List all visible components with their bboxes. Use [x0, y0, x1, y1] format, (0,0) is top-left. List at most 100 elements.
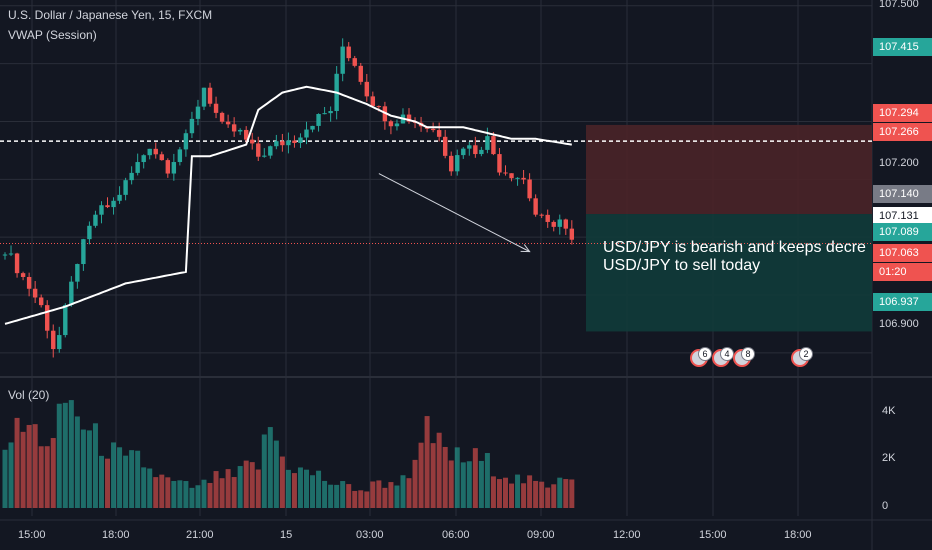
us-flag-event-icon[interactable]: 6 — [690, 347, 712, 367]
volume-bar — [490, 476, 496, 508]
candle-body — [14, 253, 20, 274]
candle-body — [455, 155, 460, 172]
volume-bar — [243, 460, 249, 508]
volume-bar — [159, 474, 165, 508]
volume-bar — [291, 473, 297, 508]
candle-body — [207, 87, 213, 104]
time-axis-label: 06:00 — [442, 529, 470, 541]
candle-body — [256, 143, 261, 157]
candle-body — [213, 103, 219, 113]
vwap-indicator-label[interactable]: VWAP (Session) — [8, 28, 97, 42]
volume-bar — [430, 443, 436, 508]
volume-bar — [545, 487, 551, 508]
candle-body — [533, 198, 538, 215]
candle-body — [479, 149, 484, 155]
event-count-badge: 2 — [799, 347, 813, 361]
price-axis-label: 107.500 — [873, 0, 932, 13]
volume-bar — [358, 490, 364, 508]
candle-body — [262, 155, 267, 157]
volume-bar — [32, 424, 38, 508]
volume-bar — [448, 460, 454, 508]
price-axis-label: 106.900 — [873, 315, 932, 333]
volume-bar — [98, 455, 104, 508]
volume-bar — [569, 479, 575, 508]
volume-indicator-label[interactable]: Vol (20) — [8, 388, 50, 402]
price-axis-label: 107.089 — [873, 223, 932, 241]
volume-bar — [454, 447, 460, 508]
price-axis-label: 107.266 — [873, 123, 932, 141]
candle-body — [485, 136, 490, 150]
volume-bar — [472, 448, 478, 508]
volume-bar — [14, 417, 20, 508]
candle-body — [557, 219, 562, 227]
volume-bar — [267, 427, 273, 508]
candle-body — [467, 145, 472, 149]
volume-bar — [352, 490, 358, 508]
candle-body — [111, 200, 116, 208]
time-axis-label: 18:00 — [784, 529, 812, 541]
candle-body — [268, 146, 273, 156]
volume-bar — [189, 487, 195, 508]
candle-body — [515, 177, 520, 179]
us-flag-event-icon[interactable]: 8 — [733, 347, 755, 367]
volume-bar — [388, 482, 394, 508]
volume-bar — [478, 460, 484, 508]
candle-body — [292, 140, 297, 143]
volume-bar — [105, 458, 111, 508]
volume-bar — [80, 429, 86, 508]
volume-bar — [38, 446, 44, 508]
candle-body — [394, 123, 400, 127]
candle-body — [406, 114, 412, 122]
candle-body — [87, 225, 92, 240]
volume-bar — [502, 477, 508, 508]
volume-bar — [418, 442, 424, 508]
candle-body — [219, 112, 225, 122]
volume-bar — [177, 480, 183, 508]
time-axis-label: 15:00 — [18, 529, 46, 541]
candle-body — [231, 124, 237, 132]
volume-bar — [304, 469, 309, 508]
price-axis-label: 107.415 — [873, 38, 932, 56]
time-axis-label: 15 — [280, 529, 293, 541]
price-axis-label: 107.140 — [873, 185, 932, 203]
candle-body — [129, 172, 134, 181]
candle-body — [539, 214, 544, 216]
candle-body — [340, 46, 345, 74]
us-flag-event-icon[interactable]: 2 — [791, 347, 813, 367]
price-axis-label: 107.131 — [873, 207, 932, 225]
candle-body — [491, 136, 496, 155]
volume-bar — [539, 481, 545, 508]
candle-body — [63, 304, 68, 336]
trade-note-line-1: USD/JPY is bearish and keeps decre — [603, 239, 866, 256]
volume-bar — [225, 469, 231, 508]
candle-body — [551, 221, 556, 227]
volume-bar — [376, 480, 382, 508]
candle-body — [32, 288, 38, 298]
volume-bar — [255, 469, 261, 508]
candle-body — [153, 148, 158, 155]
volume-bar — [201, 479, 207, 508]
volume-bar — [515, 474, 521, 508]
volume-bar — [273, 440, 279, 508]
volume-bar — [563, 479, 569, 508]
volume-bar — [147, 468, 153, 508]
time-axis-label: 09:00 — [527, 529, 555, 541]
volume-bar — [74, 416, 80, 508]
candle-body — [8, 253, 14, 255]
candle-body — [503, 172, 508, 174]
time-axis-label: 15:00 — [699, 529, 727, 541]
candle-body — [304, 129, 309, 138]
candle-body — [171, 162, 177, 174]
volume-bar — [285, 469, 291, 508]
candle-body — [280, 141, 285, 146]
volume-bar — [382, 487, 388, 508]
volume-bar — [527, 475, 533, 508]
us-flag-event-icon[interactable]: 4 — [712, 347, 734, 367]
volume-bar — [213, 471, 219, 508]
volume-bar — [521, 483, 527, 508]
volume-bar — [26, 424, 32, 508]
trend-arrow-head — [520, 244, 531, 253]
chart-title: U.S. Dollar / Japanese Yen, 15, FXCM — [8, 8, 213, 22]
candle-body — [569, 228, 575, 240]
